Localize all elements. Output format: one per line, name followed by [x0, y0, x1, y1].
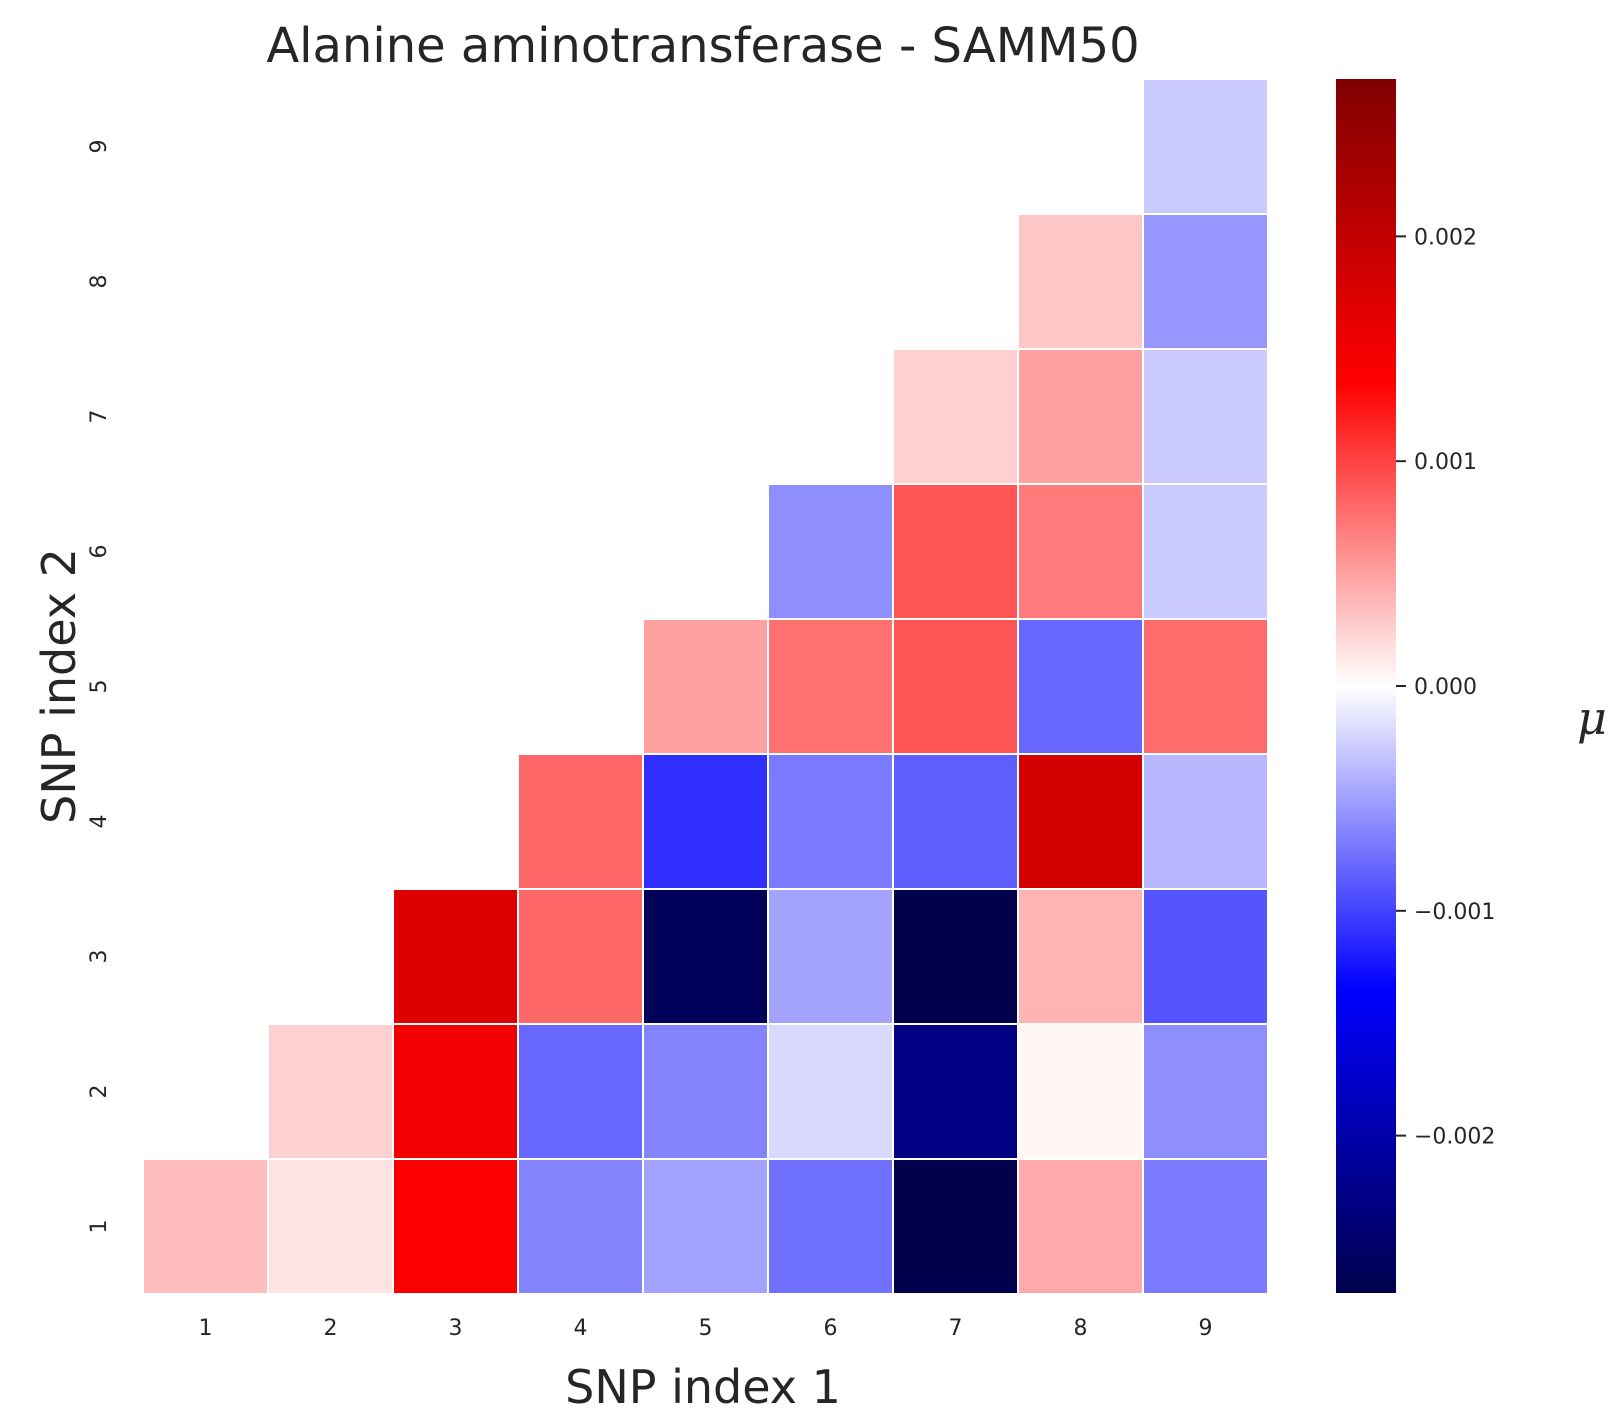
x-tick-label: 3 — [449, 1316, 463, 1341]
heatmap-cell-5-3 — [642, 888, 769, 1025]
heatmap-cell-7-7 — [892, 348, 1019, 485]
heatmap-cell-8-1 — [1017, 1158, 1144, 1295]
colorbar-tick-label: 0.000 — [1414, 675, 1477, 700]
heatmap-cell-7-1 — [892, 1158, 1019, 1295]
heatmap-cell-8-3 — [1017, 888, 1144, 1025]
heatmap-cell-6-2 — [767, 1023, 894, 1160]
heatmap-cell-3-2 — [392, 1023, 519, 1160]
colorbar-tick-label: −0.002 — [1414, 1125, 1495, 1150]
heatmap-cell-4-1 — [517, 1158, 644, 1295]
heatmap-cell-5-5 — [642, 618, 769, 755]
y-tick-label: 2 — [87, 1085, 112, 1099]
heatmap-cell-8-4 — [1017, 753, 1144, 890]
heatmap-cell-8-2 — [1017, 1023, 1144, 1160]
colorbar-tick-label: 0.002 — [1414, 225, 1477, 250]
x-tick-label: 5 — [699, 1316, 713, 1341]
colorbar-tick-label: 0.001 — [1414, 450, 1477, 475]
heatmap-cell-2-2 — [267, 1023, 394, 1160]
colorbar-label: μ — [1577, 691, 1607, 745]
heatmap-cell-8-6 — [1017, 483, 1144, 620]
x-tick-labels: 1 2 3 4 5 6 7 8 9 — [199, 1316, 1213, 1341]
heatmap-cell-5-4 — [642, 753, 769, 890]
heatmap-cell-6-3 — [767, 888, 894, 1025]
y-axis-label: SNP index 2 — [32, 548, 86, 824]
colorbar-tick-label: −0.001 — [1414, 900, 1495, 925]
colorbar-ticks: 0.002 0.001 0.000 −0.001 −0.002 — [1396, 225, 1495, 1150]
y-tick-label: 7 — [87, 410, 112, 424]
heatmap-cell-7-4 — [892, 753, 1019, 890]
x-tick-label: 1 — [199, 1316, 213, 1341]
x-tick-label: 4 — [574, 1316, 588, 1341]
x-tick-label: 9 — [1199, 1316, 1213, 1341]
heatmap-cell-9-3 — [1142, 888, 1269, 1025]
y-tick-label: 6 — [87, 545, 112, 559]
heatmap-cell-8-8 — [1017, 213, 1144, 350]
heatmap-cell-5-2 — [642, 1023, 769, 1160]
heatmap-cell-4-2 — [517, 1023, 644, 1160]
heatmap-cell-3-1 — [392, 1158, 519, 1295]
x-tick-label: 7 — [949, 1316, 963, 1341]
x-axis-label: SNP index 1 — [565, 1360, 841, 1414]
colorbar-gradient — [1336, 79, 1396, 1293]
x-tick-label: 8 — [1074, 1316, 1088, 1341]
y-tick-label: 1 — [87, 1220, 112, 1234]
heatmap-cell-9-1 — [1142, 1158, 1269, 1295]
heatmap-cell-6-6 — [767, 483, 894, 620]
heatmap-cell-9-7 — [1142, 348, 1269, 485]
heatmap-cell-9-5 — [1142, 618, 1269, 755]
heatmap-cell-7-5 — [892, 618, 1019, 755]
heatmap-cell-4-3 — [517, 888, 644, 1025]
y-tick-label: 5 — [87, 680, 112, 694]
y-tick-label: 9 — [87, 140, 112, 154]
x-tick-label: 6 — [824, 1316, 838, 1341]
y-tick-label: 4 — [87, 815, 112, 829]
heatmap-cell-7-6 — [892, 483, 1019, 620]
y-tick-label: 3 — [87, 950, 112, 964]
y-tick-labels: 1 2 3 4 5 6 7 8 9 — [87, 140, 112, 1234]
heatmap-cell-9-4 — [1142, 753, 1269, 890]
heatmap-cell-9-6 — [1142, 483, 1269, 620]
chart-title: Alanine aminotransferase - SAMM50 — [266, 18, 1139, 74]
heatmap-cell-3-3 — [392, 888, 519, 1025]
heatmap-cell-6-5 — [767, 618, 894, 755]
heatmap-cell-6-4 — [767, 753, 894, 890]
heatmap-cell-9-2 — [1142, 1023, 1269, 1160]
heatmap-cell-4-4 — [517, 753, 644, 890]
colorbar: 0.002 0.001 0.000 −0.001 −0.002 — [1336, 79, 1495, 1293]
heatmap-cells — [142, 78, 1269, 1295]
heatmap-cell-9-9 — [1142, 78, 1269, 215]
x-tick-label: 2 — [324, 1316, 338, 1341]
heatmap-cell-8-7 — [1017, 348, 1144, 485]
heatmap-cell-5-1 — [642, 1158, 769, 1295]
heatmap-cell-9-8 — [1142, 213, 1269, 350]
heatmap-cell-8-5 — [1017, 618, 1144, 755]
y-tick-label: 8 — [87, 275, 112, 289]
heatmap-cell-7-2 — [892, 1023, 1019, 1160]
heatmap-cell-6-1 — [767, 1158, 894, 1295]
heatmap-cell-1-1 — [142, 1158, 269, 1295]
heatmap-cell-2-1 — [267, 1158, 394, 1295]
heatmap-cell-7-3 — [892, 888, 1019, 1025]
